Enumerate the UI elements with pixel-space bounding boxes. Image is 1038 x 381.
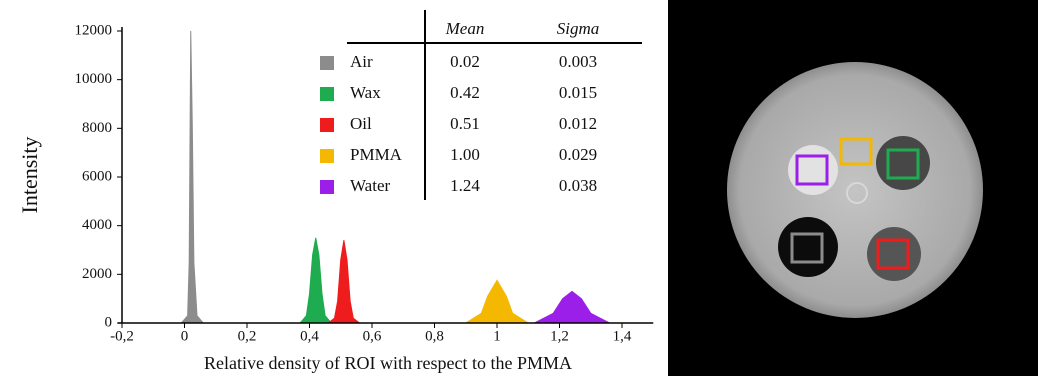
table-cell: 0.012 (559, 114, 597, 133)
table-header: Mean (445, 19, 485, 38)
x-tick-label: 1 (493, 328, 501, 344)
legend-swatch (320, 56, 334, 70)
x-tick-label: -0,2 (110, 328, 134, 344)
y-axis-label: Intensity (17, 137, 42, 214)
table-cell: 0.42 (450, 83, 480, 102)
density-area (181, 31, 203, 323)
table-cell: 0.003 (559, 52, 597, 71)
y-tick-label: 8000 (82, 120, 112, 136)
table-cell: 1.00 (450, 145, 480, 164)
y-tick-label: 12000 (75, 22, 113, 38)
legend-label: Oil (350, 114, 372, 133)
legend-swatch (320, 149, 334, 163)
y-tick-label: 4000 (82, 217, 112, 233)
x-tick-label: 0 (181, 328, 189, 344)
density-area (328, 240, 359, 323)
table-cell: 0.029 (559, 145, 597, 164)
density-area (535, 291, 610, 323)
y-tick-label: 10000 (75, 71, 113, 87)
legend-swatch (320, 180, 334, 194)
legend-swatch (320, 87, 334, 101)
x-tick-label: 1,2 (550, 328, 569, 344)
table-cell: 0.038 (559, 176, 597, 195)
y-tick-label: 6000 (82, 168, 112, 184)
table-cell: 0.02 (450, 52, 480, 71)
table-cell: 0.015 (559, 83, 597, 102)
x-axis-label: Relative density of ROI with respect to … (204, 353, 572, 373)
legend-label: Water (350, 176, 390, 195)
x-tick-label: 1,4 (613, 328, 632, 344)
y-tick-label: 2000 (82, 266, 112, 282)
ct-image (668, 0, 1038, 376)
table-cell: 1.24 (450, 176, 480, 195)
density-area (466, 280, 529, 323)
x-tick-label: 0,2 (238, 328, 257, 344)
x-tick-label: 0,8 (425, 328, 444, 344)
figure: Intensity Relative density of ROI with r… (0, 0, 1038, 376)
x-tick-label: 0,6 (363, 328, 382, 344)
legend-label: Wax (350, 83, 381, 102)
table-header: Sigma (557, 19, 600, 38)
density-area (300, 238, 331, 323)
legend-swatch (320, 118, 334, 132)
x-tick-label: 0,4 (300, 328, 319, 344)
table-cell: 0.51 (450, 114, 480, 133)
legend-label: Air (350, 52, 373, 71)
legend-label: PMMA (350, 145, 403, 164)
